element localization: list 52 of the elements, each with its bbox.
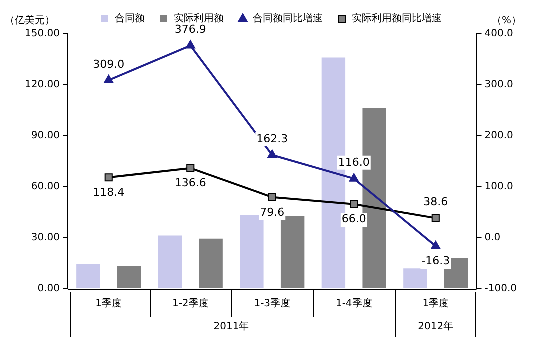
legend-label: 合同额同比增速 xyxy=(253,12,323,25)
point xyxy=(268,150,278,158)
y2-axis-title: （%） xyxy=(492,16,522,27)
point xyxy=(432,214,440,222)
point xyxy=(186,40,196,49)
data-label: 136.6 xyxy=(174,176,206,190)
legend-label: 实际利用额 xyxy=(174,12,224,25)
bar xyxy=(76,264,100,288)
y-axis-title: （亿美元） xyxy=(4,14,55,27)
bar xyxy=(280,216,305,288)
data-label: 309.0 xyxy=(93,58,125,71)
legend-label: 实际利用额同比增速 xyxy=(352,12,442,25)
bar xyxy=(240,215,264,288)
y2-tick-label: 400.0 xyxy=(484,28,514,40)
data-label: 116.0 xyxy=(338,156,370,170)
point xyxy=(350,200,358,208)
x-tick-label: 1-4季度 xyxy=(336,298,372,310)
data-label: 118.4 xyxy=(93,186,125,199)
x-tick-label: 1季度 xyxy=(96,298,122,310)
y2-tick-label: 0.0 xyxy=(484,232,501,244)
y-tick-label: 90.00 xyxy=(31,130,60,142)
bar xyxy=(158,236,182,288)
y-tick-label: 60.00 xyxy=(31,182,60,193)
bar xyxy=(117,266,142,288)
point xyxy=(186,164,195,172)
point xyxy=(104,74,114,84)
y-tick-label: 120.00 xyxy=(24,80,60,91)
bar xyxy=(199,238,223,288)
point xyxy=(104,174,113,182)
data-label: 162.3 xyxy=(256,132,288,146)
point xyxy=(349,173,359,182)
data-label: 38.6 xyxy=(424,196,448,209)
point xyxy=(431,240,441,250)
point xyxy=(268,193,276,202)
data-label: 376.9 xyxy=(174,23,206,36)
text: 2011年 xyxy=(214,320,250,333)
data-label: -16.3 xyxy=(422,254,450,268)
y2-tick-label: 200.0 xyxy=(484,130,514,142)
y2-tick-label: 300.0 xyxy=(484,80,514,91)
y-tick-label: 0.00 xyxy=(38,284,60,295)
y2-tick-label: 100.0 xyxy=(484,182,514,193)
x-tick-label: 1-2季度 xyxy=(172,298,209,310)
bar xyxy=(404,268,428,288)
legend-label: 合同额 xyxy=(115,12,145,25)
y-tick-label: 150.00 xyxy=(24,28,60,40)
x-tick-label: 1季度 xyxy=(422,298,450,310)
data-label: 79.6 xyxy=(260,206,285,219)
data-label: 66.0 xyxy=(342,212,366,226)
y2-tick-label: -100.0 xyxy=(484,284,518,295)
x-tick-label: 1-3季度 xyxy=(254,298,291,310)
text: 2012年 xyxy=(418,320,454,333)
y-tick-label: 30.00 xyxy=(31,232,60,244)
